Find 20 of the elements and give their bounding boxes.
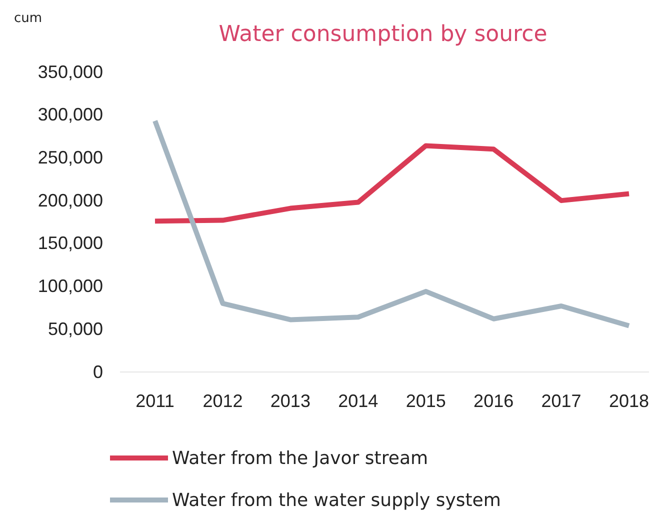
legend-label: Water from the water supply system <box>172 490 501 511</box>
x-tick-label: 2017 <box>541 390 582 411</box>
y-tick-label: 0 <box>92 362 103 382</box>
x-tick-label: 2018 <box>608 390 650 411</box>
x-tick-label: 2013 <box>270 390 310 411</box>
x-tick-label: 2014 <box>338 390 378 411</box>
y-tick-label: 250,000 <box>38 147 103 168</box>
legend-label: Water from the Javor stream <box>172 448 428 469</box>
y-tick-label: 100,000 <box>38 276 103 296</box>
y-tick-label: 150,000 <box>38 233 103 254</box>
y-tick-label: 300,000 <box>38 104 103 125</box>
x-tick-label: 2012 <box>202 390 243 411</box>
y-tick-label: 350,000 <box>38 62 103 82</box>
y-tick-label: 200,000 <box>38 190 103 210</box>
y-tick-label: 50,000 <box>48 318 103 339</box>
y-axis-title: cum <box>14 11 42 26</box>
chart-title: Water consumption by source <box>218 22 548 47</box>
x-tick-label: 2016 <box>474 390 514 411</box>
x-tick-label: 2011 <box>136 390 174 411</box>
x-tick-label: 2015 <box>406 390 446 411</box>
